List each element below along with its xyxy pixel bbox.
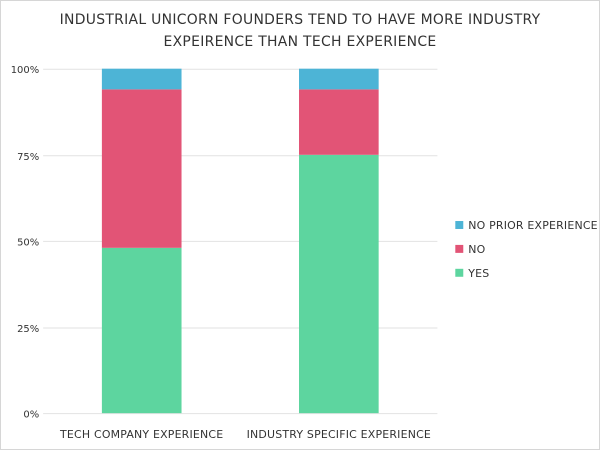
legend-label: NO PRIOR EXPERIENCE bbox=[468, 219, 598, 232]
legend-label: NO bbox=[468, 243, 485, 256]
legend-item-no: NO bbox=[455, 243, 485, 256]
y-tick-label-100: 100% bbox=[11, 65, 39, 76]
x-category-label-1: TECH COMPANY EXPERIENCE bbox=[59, 428, 223, 441]
legend-swatch bbox=[455, 268, 464, 277]
x-axis-category-labels: TECH COMPANY EXPERIENCE INDUSTRY SPECIFIC… bbox=[59, 428, 431, 441]
chart-title-line-1: INDUSTRIAL UNICORN FOUNDERS TEND TO HAVE… bbox=[60, 12, 541, 28]
legend-item-no-prior-experience: NO PRIOR EXPERIENCE bbox=[455, 219, 598, 232]
y-tick-label-50: 50% bbox=[17, 237, 39, 248]
x-category-label-2: INDUSTRY SPECIFIC EXPERIENCE bbox=[247, 428, 431, 441]
bars bbox=[101, 68, 379, 414]
y-tick-label-25: 25% bbox=[17, 324, 39, 335]
bar-segment-2-no-prior-experience bbox=[299, 68, 379, 90]
legend-swatch bbox=[455, 221, 464, 229]
chart-title: INDUSTRIAL UNICORN FOUNDERS TEND TO HAVE… bbox=[60, 12, 541, 50]
y-tick-label-0: 0% bbox=[23, 410, 39, 421]
bar-segment-1-no-prior-experience bbox=[101, 68, 182, 90]
y-axis-tick-labels: 0% 25% 50% 75% 100% bbox=[11, 65, 39, 420]
legend-item-yes: YES bbox=[455, 267, 489, 280]
legend-label: YES bbox=[467, 267, 489, 280]
bar-segment-1-yes bbox=[101, 247, 182, 414]
bar-segment-1-no bbox=[101, 89, 182, 248]
bar-segment-2-no bbox=[299, 89, 379, 155]
bar-segment-2-yes bbox=[299, 154, 379, 414]
chart-title-line-2: EXPEIRENCE THAN TECH EXPERIENCE bbox=[164, 34, 437, 50]
legend: NO PRIOR EXPERIENCE NO YES bbox=[455, 219, 598, 280]
legend-swatch bbox=[455, 244, 464, 253]
y-tick-label-75: 75% bbox=[17, 152, 39, 163]
